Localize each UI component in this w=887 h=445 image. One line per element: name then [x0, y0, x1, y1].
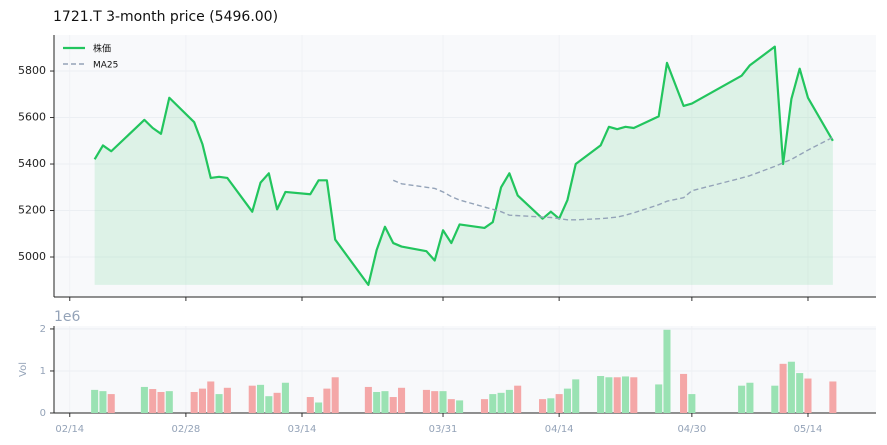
volume-bar	[422, 389, 430, 413]
volume-bar	[190, 391, 198, 413]
y-tick-label: 2	[40, 324, 46, 335]
volume-bar	[829, 381, 837, 413]
volume-bar	[688, 394, 696, 413]
volume-bar	[738, 385, 746, 413]
volume-bar	[563, 388, 571, 413]
y-tick-label: 0	[40, 408, 46, 419]
y-tick-label: 5200	[18, 204, 46, 217]
volume-bar	[439, 391, 447, 413]
line	[392, 136, 834, 221]
volume-bar	[306, 397, 314, 413]
volume-bar	[165, 391, 173, 413]
volume-bar	[398, 387, 406, 413]
volume-bar	[804, 378, 812, 413]
area	[94, 46, 833, 285]
volume-bar	[99, 391, 107, 413]
volume-bar	[555, 394, 563, 413]
volume-bar	[223, 387, 231, 413]
y-axis-label: Vol	[18, 362, 29, 377]
volume-bar	[257, 384, 265, 413]
volume-bar	[389, 397, 397, 413]
volume-bar	[489, 394, 497, 413]
y-tick-label: 5000	[18, 250, 46, 263]
volume-bar	[605, 377, 613, 413]
volume-bar	[497, 392, 505, 413]
plot-background	[54, 35, 876, 297]
volume-bar	[480, 399, 489, 413]
volume-bar	[771, 385, 779, 413]
volume-bar	[456, 400, 464, 413]
volume-bar	[207, 381, 215, 413]
volume-bar	[779, 363, 787, 413]
volume-bar	[572, 379, 580, 413]
volume-bar	[140, 386, 148, 413]
volume-bar	[787, 361, 795, 413]
x-tick-label: 05/14	[794, 424, 823, 435]
volume-bar	[315, 402, 323, 413]
y-tick-label: 5400	[18, 157, 46, 170]
volume-bar	[215, 394, 223, 413]
volume-bar	[663, 329, 671, 413]
x-tick-label: 02/28	[171, 424, 200, 435]
volume-bar	[281, 382, 289, 413]
volume-bar	[265, 396, 273, 413]
volume-bar	[373, 391, 381, 413]
x-tick-label: 03/14	[288, 424, 317, 435]
chart-title: 1721.T 3-month price (5496.00)	[53, 9, 278, 25]
volume-bar	[323, 388, 331, 413]
volume-bar	[364, 386, 372, 413]
volume-bar	[273, 392, 281, 413]
volume-bar	[680, 373, 688, 413]
x-tick-label: 02/14	[55, 424, 84, 435]
y-tick-label: 5800	[18, 64, 46, 77]
volume-bar	[597, 376, 605, 413]
volume-bar	[630, 377, 638, 413]
volume-bar	[514, 385, 522, 413]
volume-bar	[431, 391, 439, 413]
volume-bar	[796, 373, 804, 413]
volume-bar	[331, 377, 339, 413]
line	[93, 45, 834, 287]
volume-bar	[107, 394, 115, 413]
x-tick-label: 03/31	[429, 424, 458, 435]
offset-label: 1e6	[54, 309, 81, 325]
y-tick-label: 1	[40, 366, 46, 377]
legend-label: 株価	[93, 43, 111, 55]
volume-bar	[447, 399, 455, 413]
volume-bar	[539, 399, 547, 413]
volume-bar	[91, 389, 99, 413]
x-tick-label: 04/14	[545, 424, 574, 435]
volume-bar	[248, 385, 256, 413]
volume-bar	[547, 398, 555, 413]
volume-bar	[655, 384, 663, 413]
volume-bar	[198, 388, 206, 413]
volume-bar	[381, 391, 389, 413]
volume-bar	[746, 382, 754, 413]
x-tick-label: 04/30	[677, 424, 706, 435]
volume-bar	[621, 376, 630, 413]
y-tick-label: 5600	[18, 111, 46, 124]
volume-bar	[149, 389, 157, 413]
legend-label: MA25	[93, 61, 118, 71]
volume-bar	[505, 389, 513, 413]
volume-bar	[613, 377, 621, 413]
volume-bar	[157, 391, 165, 413]
